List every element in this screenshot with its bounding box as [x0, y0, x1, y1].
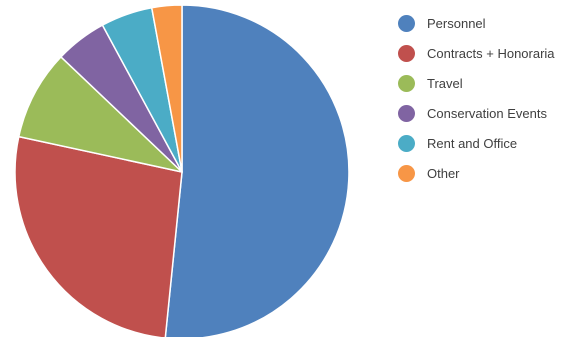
- pie-slice-travel: [18, 56, 183, 173]
- legend-label: Contracts + Honoraria: [427, 45, 555, 61]
- pie-slice-contracts-honoraria: [14, 135, 183, 337]
- legend-swatch: [398, 14, 415, 32]
- pie-slices: [14, 4, 350, 337]
- chart-legend: Personnel Contracts + Honoraria Travel Cons…: [398, 8, 555, 188]
- legend-swatch: [398, 134, 415, 152]
- legend-label: Conservation Events: [427, 105, 547, 121]
- legend-swatch: [398, 74, 415, 92]
- pie-slice-personnel: [164, 4, 350, 337]
- pie-slice-other: [150, 4, 183, 173]
- legend-item: Contracts + Honoraria: [398, 38, 555, 68]
- legend-item: Conservation Events: [398, 98, 555, 128]
- legend-swatch: [398, 44, 415, 62]
- legend-label: Travel: [427, 75, 463, 91]
- legend-label: Other: [427, 165, 460, 181]
- legend-item: Travel: [398, 68, 555, 98]
- legend-item: Other: [398, 158, 555, 188]
- legend-label: Rent and Office: [427, 135, 518, 151]
- legend-label: Personnel: [427, 15, 486, 31]
- legend-swatch: [398, 104, 415, 122]
- legend-item: Rent and Office: [398, 128, 555, 158]
- legend-swatch: [398, 164, 415, 182]
- legend-item: Personnel: [398, 8, 555, 38]
